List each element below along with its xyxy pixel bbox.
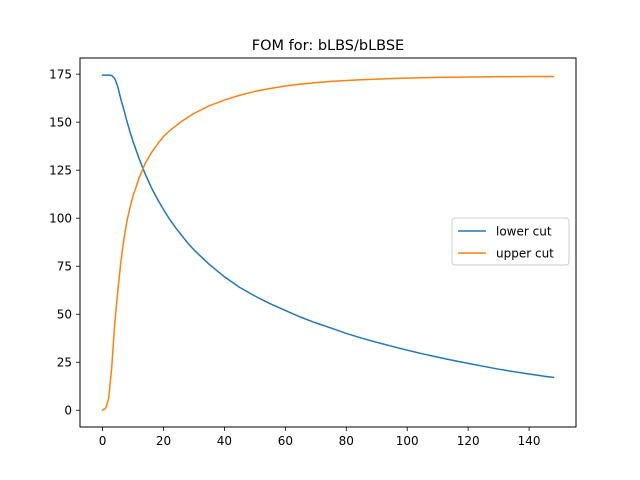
x-tick-label: 140 [518, 434, 541, 448]
x-tick-label: 40 [217, 434, 232, 448]
plot-area [79, 57, 577, 428]
legend-label-upper-cut: upper cut [496, 247, 554, 261]
y-tick-label: 125 [49, 163, 72, 177]
y-tick-label: 100 [49, 212, 72, 226]
chart-title: FOM for: bLBS/bLBSE [252, 38, 404, 54]
x-tick-label: 120 [457, 434, 480, 448]
y-tick-label: 75 [57, 260, 72, 274]
legend-label-lower-cut: lower cut [496, 225, 552, 239]
y-axis: 0 25 50 75 100 125 150 175 [49, 67, 80, 418]
x-tick-label: 100 [396, 434, 419, 448]
x-axis: 0 20 40 60 80 100 120 140 [99, 427, 541, 448]
series-line-lower-cut [101, 74, 555, 379]
x-tick-label: 0 [99, 434, 107, 448]
y-tick-label: 0 [64, 404, 72, 418]
y-tick-label: 150 [49, 115, 72, 129]
x-tick-label: 20 [156, 434, 171, 448]
y-tick-label: 175 [49, 67, 72, 81]
series-line-upper-cut [101, 75, 555, 412]
y-tick-label: 50 [57, 308, 72, 322]
axes-frame [79, 57, 577, 428]
legend: lower cut upper cut [451, 217, 570, 266]
y-tick-label: 25 [57, 356, 72, 370]
x-tick-label: 80 [339, 434, 354, 448]
series-layer [101, 74, 555, 412]
x-tick-label: 60 [278, 434, 293, 448]
